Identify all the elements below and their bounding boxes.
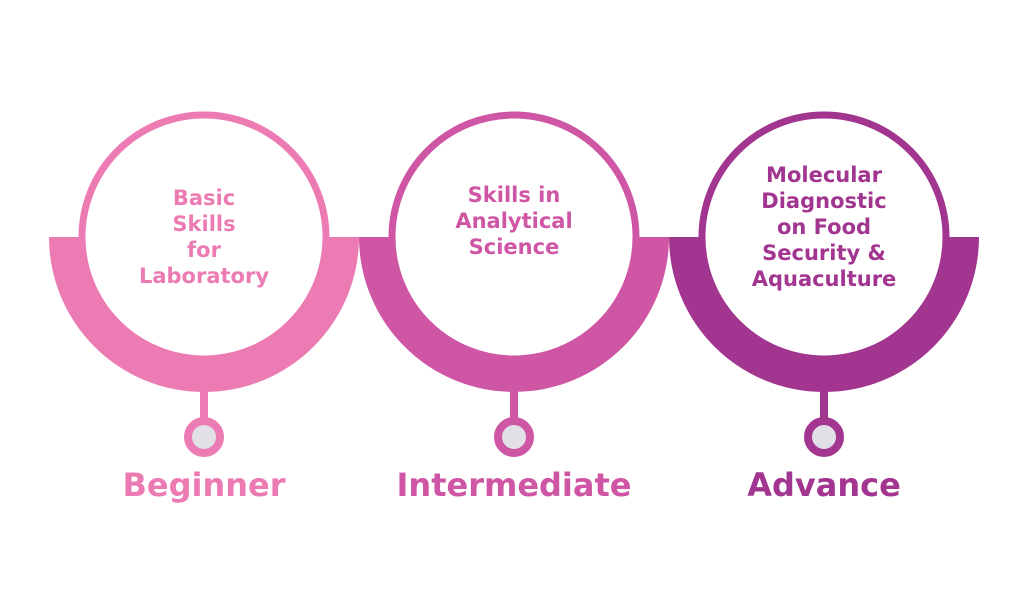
stage-1-circle-outline bbox=[78, 111, 330, 363]
stage-3-topic: Molecular Diagnostic on Food Security & … bbox=[751, 163, 897, 291]
stage-2-graphic bbox=[359, 111, 669, 457]
stage-3-level-label: Advance bbox=[747, 466, 901, 504]
stage-3-node bbox=[804, 417, 844, 457]
stage-1-graphic bbox=[49, 111, 359, 457]
stage-1-topic: Basic Skills for Laboratory bbox=[138, 186, 270, 288]
stage-3-graphic bbox=[669, 111, 979, 457]
stage-2-circle-outline bbox=[388, 111, 640, 363]
stage-3-circle-outline bbox=[698, 111, 950, 363]
stage-2-topic: Skills in Analytical Science bbox=[455, 183, 573, 259]
stage-1-node bbox=[184, 417, 224, 457]
stage-2-level-label: Intermediate bbox=[396, 466, 632, 504]
stage-2-node bbox=[494, 417, 534, 457]
stage-1-level-label: Beginner bbox=[122, 466, 286, 504]
